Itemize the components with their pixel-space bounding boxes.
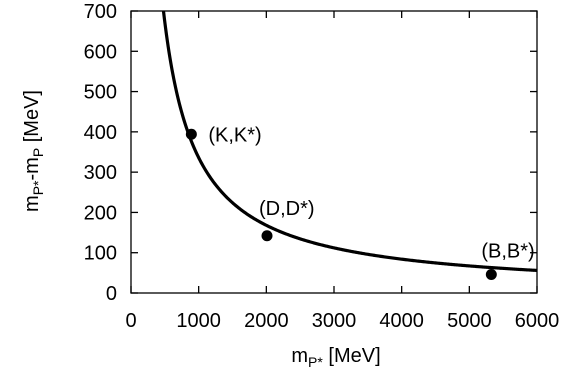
x-tick-label: 3000	[312, 310, 357, 332]
x-axis-title-subscript: P*	[308, 354, 323, 370]
curve-layer	[161, 10, 538, 273]
y-axis-title-sub1: P*	[30, 180, 46, 195]
data-point-label: (B,B*)	[481, 240, 534, 262]
x-tick-label: 2000	[244, 310, 289, 332]
plot-frame-layer	[130, 10, 538, 294]
y-tick-label: 600	[84, 41, 117, 63]
y-tick-label: 200	[84, 202, 117, 224]
x-tick-label: 1000	[176, 310, 221, 332]
y-tick-label: 300	[84, 162, 117, 184]
plot-frame	[130, 10, 538, 294]
point-layer: (K,K*) (D,D*) (B,B*)	[185, 124, 535, 280]
y-axis-title-sub2: P	[30, 148, 46, 157]
y-tick-label: 100	[84, 243, 117, 265]
data-point	[185, 128, 197, 140]
x-axis-title-main: m	[291, 345, 308, 367]
x-tick-label: 6000	[515, 310, 560, 332]
y-axis-title-unit: [MeV]	[21, 90, 43, 148]
x-axis-title: mP* [MeV]	[291, 345, 380, 370]
x-tick-label: 5000	[447, 310, 492, 332]
x-tick-label: 0	[125, 310, 136, 332]
x-tick-label: 4000	[379, 310, 424, 332]
data-point-label: (D,D*)	[259, 198, 315, 220]
y-tick-label: 500	[84, 82, 117, 104]
y-tick-label: 700	[84, 1, 117, 23]
y-axis-title: mP*-mP [MeV]	[21, 90, 46, 212]
series-line	[161, 10, 538, 273]
x-axis-title-unit: [MeV]	[323, 345, 381, 367]
y-axis-title-dash: -	[21, 174, 43, 181]
data-point-label: (K,K*)	[208, 124, 261, 146]
data-point	[485, 268, 497, 280]
y-axis-title-m1: m	[21, 195, 43, 212]
tick-layer: 0 1000 2000 3000 4000 5000 6000 0 100 200 300 400 50…	[84, 1, 560, 332]
data-point	[261, 230, 273, 242]
y-tick-label: 400	[84, 122, 117, 144]
y-axis-title-m2: m	[21, 157, 43, 174]
y-tick-label: 0	[106, 283, 117, 305]
